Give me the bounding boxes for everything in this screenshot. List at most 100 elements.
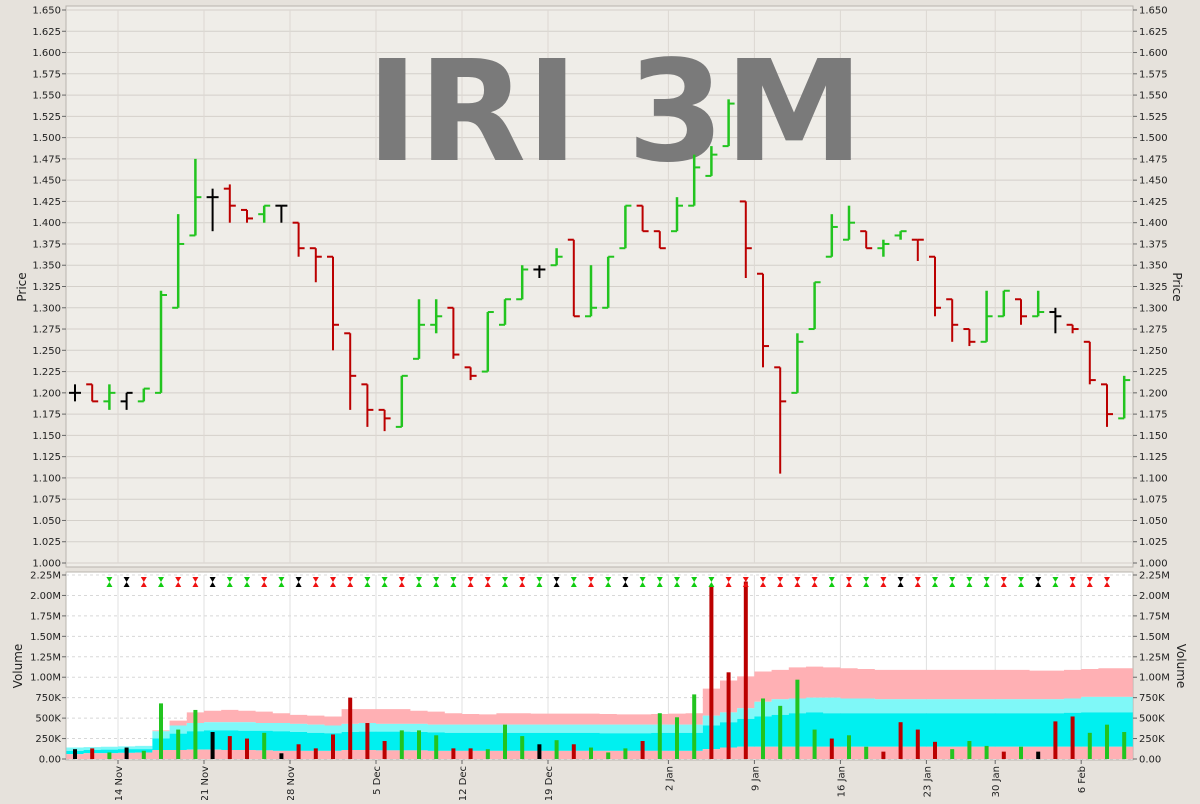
volume-tick-label: 2.25M	[30, 571, 61, 582]
price-tick-label: 1.425	[1139, 197, 1168, 208]
volume-bar	[1122, 732, 1127, 759]
signal-marker	[1018, 577, 1024, 582]
price-tick-label: 1.275	[32, 325, 61, 336]
price-tick-label: 1.650	[32, 6, 61, 17]
volume-bar	[503, 724, 507, 759]
volume-bar	[537, 744, 542, 759]
signal-marker	[708, 582, 715, 587]
volume-bar	[950, 749, 955, 759]
volume-bar	[485, 749, 490, 759]
volume-tick-label: 2.25M	[1139, 571, 1170, 582]
date-tick-label: 6 Feb	[1077, 766, 1088, 793]
signal-marker	[897, 582, 904, 587]
date-tick-label: 16 Jan	[836, 766, 847, 797]
price-tick-label: 1.625	[1139, 27, 1168, 38]
signal-marker	[725, 582, 732, 587]
date-tick-label: 14 Nov	[114, 766, 125, 800]
volume-bar	[331, 734, 335, 759]
volume-bar	[468, 748, 473, 759]
volume-bar	[933, 741, 937, 759]
signal-marker	[811, 577, 818, 582]
signal-marker	[502, 582, 508, 587]
volume-bar	[657, 713, 662, 759]
signal-marker	[1086, 582, 1093, 587]
volume-bar	[726, 672, 731, 759]
signal-marker	[278, 577, 285, 582]
signal-marker	[914, 582, 921, 587]
price-tick-label: 1.075	[32, 495, 61, 506]
price-tick-label: 1.650	[1139, 6, 1168, 17]
signal-marker	[416, 582, 422, 587]
signal-marker	[536, 577, 543, 582]
signal-marker	[209, 582, 216, 587]
signal-marker	[622, 582, 629, 587]
price-axis-label-left: Price	[15, 272, 29, 301]
signal-marker	[519, 577, 526, 582]
volume-bar	[554, 740, 559, 759]
signal-marker	[691, 577, 698, 582]
volume-bar	[90, 748, 95, 759]
signal-marker	[1069, 577, 1076, 582]
volume-bar	[571, 744, 576, 759]
signal-marker	[932, 577, 938, 582]
signal-marker	[106, 577, 113, 582]
signal-marker	[1035, 577, 1042, 582]
price-tick-label: 1.500	[1139, 133, 1168, 144]
signal-marker	[588, 577, 594, 582]
volume-bar	[1053, 721, 1058, 759]
price-tick-label: 1.300	[1139, 303, 1168, 314]
price-tick-label: 1.150	[1139, 431, 1168, 442]
signal-marker	[467, 582, 474, 587]
signal-marker	[364, 577, 371, 582]
signal-marker	[570, 582, 577, 587]
signal-marker	[1086, 577, 1093, 582]
volume-bar	[382, 741, 387, 759]
volume-bar	[245, 738, 249, 759]
volume-bar	[279, 753, 284, 759]
signal-marker	[158, 582, 164, 587]
signal-marker	[209, 577, 216, 582]
volume-bar	[915, 729, 920, 759]
signal-marker	[794, 582, 801, 587]
volume-bar	[1001, 751, 1006, 759]
signal-marker	[278, 582, 285, 587]
volume-tick-label: 500K	[35, 714, 61, 725]
price-axis: 1.000 1.000 1.025 1.025 1.050 1.050 1.075 1.075…	[32, 6, 1167, 570]
price-tick-label: 1.575	[1139, 69, 1168, 80]
volume-bar	[1070, 716, 1075, 759]
volume-bar	[210, 732, 215, 759]
price-tick-label: 1.525	[32, 112, 61, 123]
price-tick-label: 1.200	[32, 388, 61, 399]
volume-tick-label: 1.75M	[30, 611, 61, 622]
volume-band-upper	[66, 666, 1133, 748]
price-tick-label: 1.000	[32, 559, 61, 570]
price-tick-label: 1.600	[1139, 48, 1168, 59]
signal-marker	[450, 577, 457, 582]
signal-marker	[484, 577, 491, 582]
signal-marker	[794, 577, 801, 582]
volume-bar	[709, 585, 714, 759]
date-tick-label: 9 Jan	[750, 766, 761, 791]
signal-marker	[467, 577, 474, 582]
volume-tick-label: 1.00M	[1139, 673, 1170, 684]
price-tick-label: 1.400	[32, 218, 61, 229]
signal-marker	[330, 582, 336, 587]
volume-bar	[1105, 724, 1109, 759]
price-axis-label-right: Price	[1170, 272, 1184, 301]
price-tick-label: 1.175	[32, 410, 61, 421]
price-tick-label: 1.550	[32, 91, 61, 102]
price-tick-label: 1.325	[32, 282, 61, 293]
price-grid	[66, 9, 1133, 564]
signal-marker	[1104, 582, 1110, 587]
signal-marker	[123, 577, 130, 582]
volume-bar	[812, 729, 817, 759]
price-tick-label: 1.450	[32, 176, 61, 187]
signal-marker	[244, 582, 250, 587]
price-tick-label: 1.550	[1139, 91, 1168, 102]
signal-marker	[295, 577, 302, 582]
volume-bar	[417, 730, 421, 759]
signal-marker	[983, 577, 990, 582]
price-tick-label: 1.475	[1139, 154, 1168, 165]
volume-bar	[1036, 751, 1041, 759]
